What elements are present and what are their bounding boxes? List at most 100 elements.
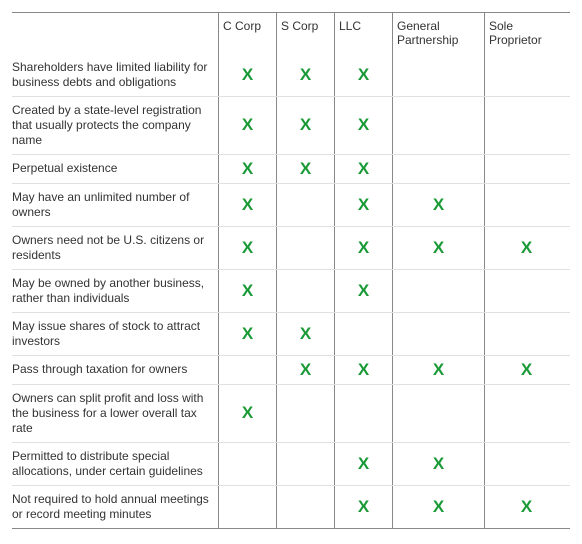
check-icon: X bbox=[358, 115, 369, 135]
table-cell: X bbox=[276, 97, 334, 154]
table-cell: X bbox=[484, 486, 568, 528]
table-cell: X bbox=[392, 227, 484, 269]
table-row: May have an unlimited number of owners X X… bbox=[12, 183, 570, 226]
check-icon: X bbox=[300, 324, 311, 344]
table-cell bbox=[484, 54, 568, 96]
table-cell: X bbox=[218, 54, 276, 96]
row-label: Owners can split profit and loss with th… bbox=[12, 385, 218, 442]
check-icon: X bbox=[433, 454, 444, 474]
table-cell: X bbox=[334, 184, 392, 226]
check-icon: X bbox=[358, 281, 369, 301]
check-icon: X bbox=[242, 238, 253, 258]
check-icon: X bbox=[242, 195, 253, 215]
table-row: Owners can split profit and loss with th… bbox=[12, 384, 570, 442]
table-cell: X bbox=[334, 270, 392, 312]
check-icon: X bbox=[521, 238, 532, 258]
table-cell bbox=[392, 97, 484, 154]
column-header: C Corp bbox=[218, 13, 276, 54]
check-icon: X bbox=[300, 115, 311, 135]
check-icon: X bbox=[242, 281, 253, 301]
check-icon: X bbox=[358, 238, 369, 258]
column-header: General Partnership bbox=[392, 13, 484, 54]
check-icon: X bbox=[358, 65, 369, 85]
table-cell: X bbox=[276, 356, 334, 384]
table-cell: X bbox=[334, 443, 392, 485]
table-cell bbox=[276, 184, 334, 226]
table-cell: X bbox=[334, 486, 392, 528]
header-empty-cell bbox=[12, 13, 218, 54]
table-cell: X bbox=[276, 155, 334, 183]
row-label: Owners need not be U.S. citizens or resi… bbox=[12, 227, 218, 269]
table-cell bbox=[484, 270, 568, 312]
check-icon: X bbox=[242, 159, 253, 179]
table-row: Created by a state-level registration th… bbox=[12, 96, 570, 154]
table-cell: X bbox=[218, 270, 276, 312]
table-cell: X bbox=[218, 184, 276, 226]
comparison-table: C Corp S Corp LLC General Partnership So… bbox=[12, 12, 570, 529]
table-cell bbox=[276, 270, 334, 312]
table-cell: X bbox=[334, 227, 392, 269]
table-cell bbox=[334, 385, 392, 442]
row-label: May be owned by another business, rather… bbox=[12, 270, 218, 312]
check-icon: X bbox=[358, 195, 369, 215]
table-cell bbox=[276, 443, 334, 485]
table-cell bbox=[392, 270, 484, 312]
row-label: Permitted to distribute special allocati… bbox=[12, 443, 218, 485]
check-icon: X bbox=[521, 360, 532, 380]
table-cell bbox=[276, 227, 334, 269]
table-cell bbox=[276, 486, 334, 528]
row-label: May issue shares of stock to attract inv… bbox=[12, 313, 218, 355]
table-cell bbox=[218, 443, 276, 485]
table-cell: X bbox=[218, 97, 276, 154]
table-row: May be owned by another business, rather… bbox=[12, 269, 570, 312]
table-row: Pass through taxation for ownersXXXX bbox=[12, 355, 570, 384]
table-row: Shareholders have limited liability for … bbox=[12, 54, 570, 96]
row-label: May have an unlimited number of owners bbox=[12, 184, 218, 226]
table-cell: X bbox=[392, 184, 484, 226]
table-cell: X bbox=[334, 97, 392, 154]
table-cell: X bbox=[392, 356, 484, 384]
table-cell: X bbox=[218, 385, 276, 442]
check-icon: X bbox=[433, 360, 444, 380]
table-cell bbox=[392, 313, 484, 355]
table-cell bbox=[484, 443, 568, 485]
table-cell bbox=[484, 385, 568, 442]
check-icon: X bbox=[300, 65, 311, 85]
table-cell bbox=[276, 385, 334, 442]
table-cell bbox=[484, 184, 568, 226]
table-cell: X bbox=[484, 227, 568, 269]
row-label: Perpetual existence bbox=[12, 155, 218, 183]
table-cell bbox=[218, 356, 276, 384]
table-row: Not required to hold annual meetings or … bbox=[12, 485, 570, 528]
table-cell: X bbox=[276, 313, 334, 355]
table-cell: X bbox=[218, 313, 276, 355]
table-cell: X bbox=[334, 356, 392, 384]
table-header-row: C Corp S Corp LLC General Partnership So… bbox=[12, 13, 570, 54]
check-icon: X bbox=[242, 115, 253, 135]
row-label: Not required to hold annual meetings or … bbox=[12, 486, 218, 528]
table-cell: X bbox=[484, 356, 568, 384]
table-cell bbox=[484, 313, 568, 355]
check-icon: X bbox=[242, 403, 253, 423]
table-cell bbox=[334, 313, 392, 355]
table-cell bbox=[484, 97, 568, 154]
table-row: Owners need not be U.S. citizens or resi… bbox=[12, 226, 570, 269]
table-cell: X bbox=[392, 486, 484, 528]
column-header: Sole Proprietor bbox=[484, 13, 568, 54]
table-row: Perpetual existence X X X bbox=[12, 154, 570, 183]
table-cell bbox=[392, 54, 484, 96]
check-icon: X bbox=[358, 360, 369, 380]
column-header: LLC bbox=[334, 13, 392, 54]
table-cell: X bbox=[392, 443, 484, 485]
check-icon: X bbox=[358, 497, 369, 517]
table-cell: X bbox=[218, 155, 276, 183]
column-header: S Corp bbox=[276, 13, 334, 54]
check-icon: X bbox=[242, 324, 253, 344]
check-icon: X bbox=[433, 238, 444, 258]
row-label: Created by a state-level registration th… bbox=[12, 97, 218, 154]
check-icon: X bbox=[521, 497, 532, 517]
check-icon: X bbox=[300, 159, 311, 179]
table-cell: X bbox=[334, 155, 392, 183]
table-cell: X bbox=[218, 227, 276, 269]
table-row: Permitted to distribute special allocati… bbox=[12, 442, 570, 485]
